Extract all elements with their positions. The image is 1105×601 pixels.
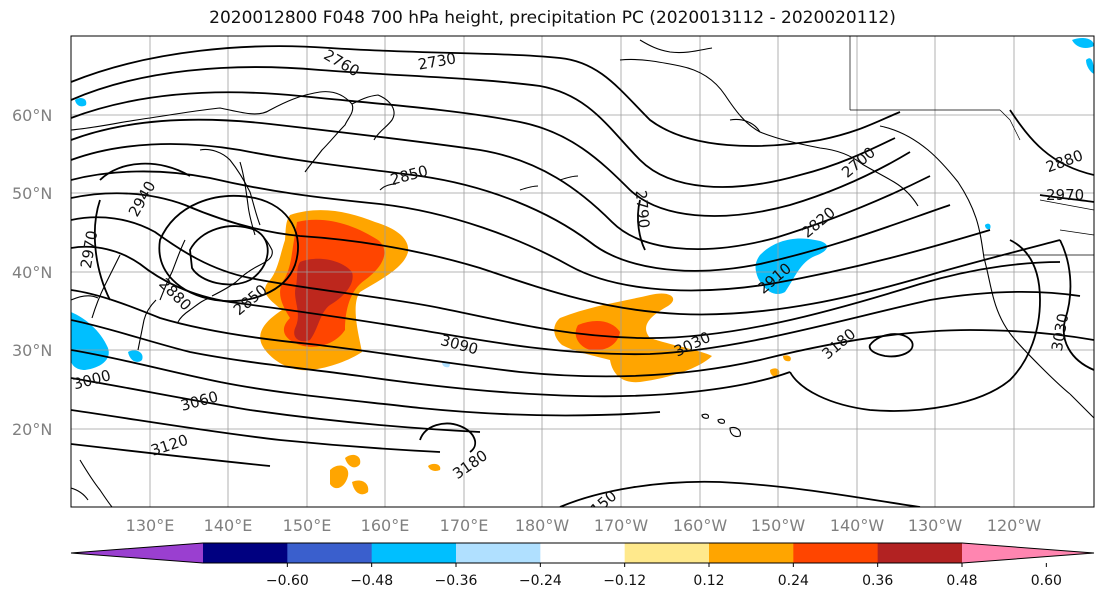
- lat-label: 60°N: [12, 106, 52, 125]
- lon-label: 160°E: [361, 516, 410, 535]
- lat-label: 30°N: [12, 341, 52, 360]
- colorbar-tick-label: −0.60: [266, 573, 309, 589]
- colorbar-tick-label: 0.12: [693, 573, 724, 589]
- colorbar-segment: [203, 543, 288, 563]
- colorbar-outline: [70, 542, 1095, 564]
- colorbar-tick-label: −0.24: [519, 573, 562, 589]
- colorbar-segment: [371, 543, 457, 563]
- colorbar-segment: [709, 543, 794, 563]
- colorbar-segment: [287, 543, 373, 563]
- colorbar-segment: [793, 543, 879, 563]
- colorbar-tick-label: −0.36: [435, 573, 478, 589]
- lat-label: 40°N: [12, 263, 52, 282]
- lon-label: 140°E: [204, 516, 253, 535]
- latitude-labels: 60°N 50°N 40°N 30°N 20°N: [12, 106, 52, 439]
- colorbar-segment: [540, 543, 626, 563]
- lon-label: 150°E: [283, 516, 332, 535]
- coastlines: [71, 39, 1094, 507]
- colorbar-tick-label: 0.60: [1031, 573, 1062, 589]
- map-frame: [70, 35, 1095, 508]
- colorbar-tick-label: 0.48: [946, 573, 977, 589]
- graticule: [71, 36, 1094, 507]
- colorbar-segment: [624, 543, 710, 563]
- colorbar-tick-label: −0.12: [603, 573, 646, 589]
- lon-label: 140°W: [830, 516, 885, 535]
- colorbar-tick-label: 0.36: [862, 573, 893, 589]
- lon-label: 160°W: [673, 516, 728, 535]
- lon-label: 120°W: [987, 516, 1042, 535]
- contour-label: 2790: [632, 189, 653, 229]
- lat-label: 20°N: [12, 420, 52, 439]
- longitude-labels: 130°E 140°E 150°E 160°E 170°E 180°W 170°…: [126, 516, 1042, 535]
- lon-label: 170°W: [594, 516, 649, 535]
- colorbar-extend-low: [71, 543, 203, 563]
- lat-label: 50°N: [12, 184, 52, 203]
- lon-label: 150°W: [751, 516, 806, 535]
- colorbar: −0.60 −0.48 −0.36 −0.24 −0.12 0.12 0.24 0.36 0.4…: [70, 542, 1095, 589]
- lon-label: 180°W: [515, 516, 570, 535]
- colorbar-tick-label: −0.48: [350, 573, 393, 589]
- lon-label: 130°W: [908, 516, 963, 535]
- colorbar-segment: [456, 543, 541, 563]
- colorbar-segment: [877, 543, 963, 563]
- lon-label: 170°E: [440, 516, 489, 535]
- map-title: 2020012800 F048 700 hPa height, precipit…: [209, 8, 896, 28]
- colorbar-tick-label: 0.24: [778, 573, 809, 589]
- contour-label: 2970: [1046, 186, 1084, 204]
- lon-label: 130°E: [126, 516, 175, 535]
- colorbar-extend-high: [962, 543, 1094, 563]
- height-contours: [71, 45, 1094, 507]
